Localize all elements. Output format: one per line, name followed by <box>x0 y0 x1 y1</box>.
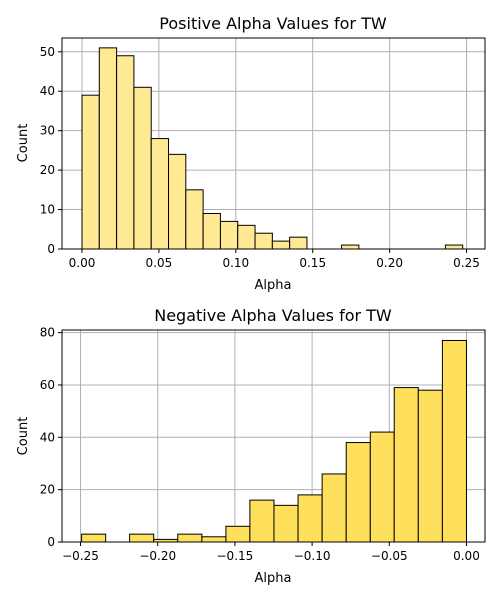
histogram-bar <box>369 431 395 543</box>
histogram-bar <box>133 86 152 250</box>
y-tick-label: 60 <box>40 378 55 392</box>
histogram-bar <box>297 494 323 543</box>
histogram-bar <box>177 533 203 543</box>
histogram-bar <box>185 189 204 250</box>
histogram-bar <box>202 213 221 250</box>
x-tick-label: 0.00 <box>69 256 96 270</box>
histogram-bar <box>219 220 239 250</box>
histogram-bar <box>116 55 135 250</box>
histogram-bar <box>150 138 170 250</box>
x-tick-label: 0.05 <box>146 256 173 270</box>
plot-frame <box>61 329 486 543</box>
x-tick-label: 0.20 <box>376 256 403 270</box>
histogram-bar <box>254 232 273 250</box>
chart-title: Negative Alpha Values for TW <box>154 306 392 325</box>
x-tick-label: −0.25 <box>62 549 99 563</box>
y-tick-label: 40 <box>40 430 55 444</box>
histogram-bar <box>321 473 347 543</box>
histogram-bar <box>289 236 308 250</box>
histogram-bar <box>345 442 371 543</box>
histogram-bar <box>417 389 443 543</box>
y-tick-label: 0 <box>47 242 55 256</box>
histogram-bar <box>341 244 360 250</box>
x-tick-label: −0.15 <box>217 549 254 563</box>
histogram-bar <box>444 244 464 250</box>
histogram-bar <box>81 533 107 543</box>
bars <box>81 47 464 250</box>
y-tick-label: 30 <box>40 124 55 138</box>
y-tick-label: 0 <box>47 535 55 549</box>
histogram-bar <box>98 47 118 250</box>
x-tick-label: −0.10 <box>294 549 331 563</box>
x-axis-label: Alpha <box>255 571 292 586</box>
y-tick-label: 20 <box>40 483 55 497</box>
histogram-bar <box>129 533 155 543</box>
ticks: −0.25 −0.20 −0.15 −0.10 −0.05 0.00 0 20 40 60 80 <box>40 326 480 563</box>
x-axis-label: Alpha <box>255 278 292 293</box>
y-tick-label: 50 <box>40 45 55 59</box>
histogram-bar <box>201 536 227 543</box>
histogram-bar <box>271 240 291 250</box>
y-tick-label: 20 <box>40 163 55 177</box>
histogram-bar <box>441 339 467 543</box>
x-tick-label: 0.00 <box>453 549 480 563</box>
histogram-bar <box>168 153 187 250</box>
x-tick-label: 0.25 <box>453 256 480 270</box>
chart-title: Positive Alpha Values for TW <box>159 14 387 33</box>
bars <box>81 339 467 543</box>
x-tick-label: −0.20 <box>139 549 176 563</box>
histogram-bar <box>273 504 299 543</box>
ticks: 0.00 0.05 0.10 0.15 0.20 0.25 0 10 20 30 40 50 <box>40 45 480 270</box>
y-tick-label: 10 <box>40 203 55 217</box>
y-axis-label: Count <box>16 417 31 456</box>
plot-frame <box>61 37 486 250</box>
histogram-bar <box>237 224 256 250</box>
x-tick-label: −0.05 <box>371 549 408 563</box>
histogram-bar <box>225 525 251 543</box>
y-axis-label: Count <box>16 124 31 163</box>
histogram-bar <box>81 94 100 250</box>
negative-alpha-histogram: Negative Alpha Values for TW −0.25 −0.20−… <box>16 306 486 586</box>
x-tick-label: 0.15 <box>299 256 326 270</box>
histogram-bar <box>249 499 275 543</box>
x-tick-label: 0.10 <box>222 256 249 270</box>
y-tick-label: 40 <box>40 84 55 98</box>
y-tick-label: 80 <box>40 326 55 340</box>
histogram-bar <box>393 387 419 543</box>
positive-alpha-histogram: Positive Alpha Values for TW 0.00 0.05 0.1… <box>16 14 486 293</box>
